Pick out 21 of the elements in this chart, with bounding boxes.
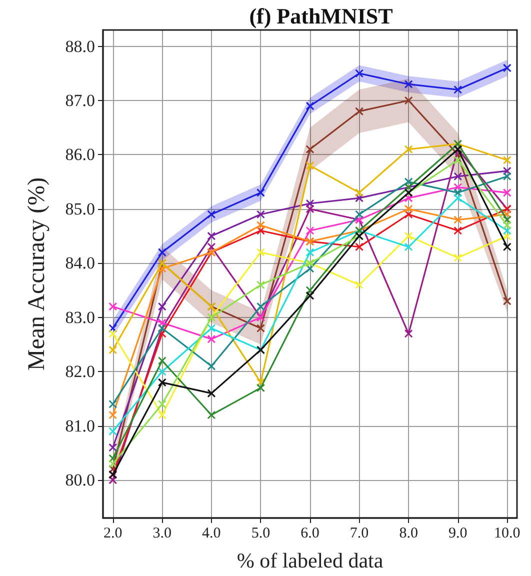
x-tick-label: 6.0 [300,526,320,542]
x-tick-label: 5.0 [251,526,270,542]
y-tick-label: 85.0 [65,199,95,218]
x-tick-label: 4.0 [202,526,221,542]
y-tick-label: 87.0 [65,90,95,110]
y-tick-label: 84.0 [65,254,95,273]
y-tick-label: 81.0 [65,416,95,436]
y-tick-label: 86.0 [65,145,95,164]
y-tick-label: 82.0 [65,362,95,382]
y-tick-label: 80.0 [65,470,95,490]
x-tick-label: 10.0 [494,526,520,542]
y-axis-title: Mean Accuracy (%) [24,177,50,371]
y-tick-label: 83.0 [65,308,95,327]
y-tick-label: 88.0 [65,36,95,56]
x-tick-label: 3.0 [152,526,172,542]
x-axis-title: % of labeled data [236,548,384,572]
x-tick-label: 7.0 [350,526,369,542]
x-tick-label: 9.0 [448,526,468,542]
chart-title: (f) PathMNIST [249,4,394,28]
x-tick-label: 2.0 [103,526,122,542]
x-tick-label: 8.0 [399,526,418,542]
